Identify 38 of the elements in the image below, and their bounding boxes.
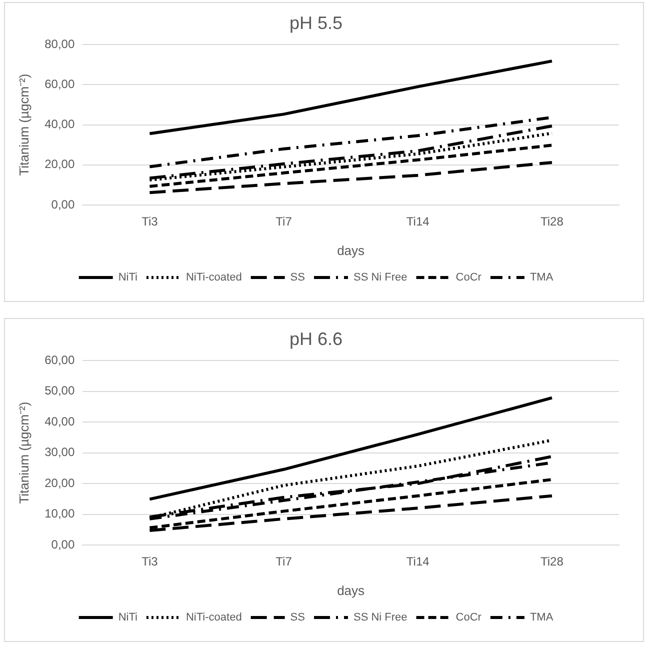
legend-label: CoCr — [456, 272, 482, 284]
x-tick-label: Ti3 — [142, 214, 158, 229]
y-tick-label: 50,00 — [44, 384, 75, 398]
x-tick-label: Ti3 — [142, 554, 158, 569]
legend-label: CoCr — [456, 612, 482, 624]
x-axis-title: days — [337, 242, 366, 258]
x-axis-title: days — [337, 582, 366, 598]
x-tick-label: Ti14 — [406, 554, 430, 569]
chart-title: pH 6.6 — [289, 328, 343, 349]
x-tick-label: Ti28 — [540, 214, 564, 229]
y-tick-label: 0,00 — [51, 197, 75, 212]
x-tick-label: Ti7 — [276, 554, 292, 569]
y-tick-label: 0,00 — [51, 537, 75, 552]
y-tick-label: 20,00 — [44, 476, 75, 490]
legend-label: TMA — [530, 612, 554, 624]
y-tick-label: 40,00 — [44, 414, 75, 428]
legend-label: NiTi-coated — [186, 612, 242, 624]
x-tick-label: Ti14 — [406, 214, 430, 229]
y-tick-label: 30,00 — [44, 445, 75, 460]
legend-label: NiTi-coated — [186, 272, 242, 284]
legend-label: SS Ni Free — [353, 612, 408, 624]
x-tick-label: Ti28 — [540, 554, 564, 569]
y-tick-label: 20,00 — [44, 157, 75, 172]
y-axis-title: Titanium (µgcm⁻²) — [16, 74, 32, 176]
y-tick-label: 80,00 — [44, 36, 75, 51]
legend-label: SS Ni Free — [353, 272, 408, 284]
x-tick-label: Ti7 — [276, 214, 292, 229]
y-tick-label: 60,00 — [44, 77, 75, 92]
y-tick-label: 10,00 — [44, 506, 75, 521]
legend-label: NiTi — [118, 272, 138, 284]
legend-label: SS — [290, 272, 305, 284]
y-tick-label: 40,00 — [44, 117, 75, 132]
legend-label: TMA — [530, 272, 554, 284]
legend-label: SS — [290, 612, 305, 624]
y-axis-title: Titanium (µgcm⁻²) — [16, 402, 32, 504]
y-tick-label: 60,00 — [44, 352, 75, 367]
legend-label: NiTi — [118, 612, 138, 624]
chart-title: pH 5.5 — [289, 12, 343, 33]
